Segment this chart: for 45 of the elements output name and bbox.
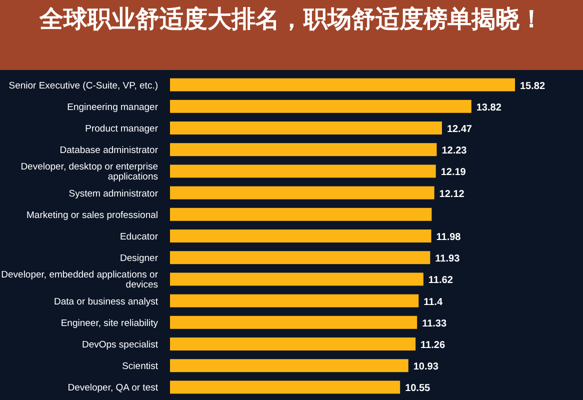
- data-label: 11.33: [422, 318, 447, 330]
- data-label: 13.82: [476, 102, 502, 114]
- bar: [170, 78, 515, 92]
- y-tick-label: Product manager: [85, 124, 158, 134]
- bar: [170, 338, 416, 350]
- bar: [170, 143, 437, 156]
- data-label: 11.26: [420, 340, 446, 351]
- data-label: 11.4: [424, 296, 443, 308]
- bar: [170, 100, 472, 113]
- y-tick-label: Marketing or sales professional: [26, 210, 158, 221]
- data-label: 10.93: [413, 362, 439, 373]
- y-tick-label: Engineering manager: [67, 102, 158, 113]
- bar: [170, 272, 424, 286]
- data-label: 11.62: [428, 275, 454, 286]
- bar: [170, 316, 418, 329]
- y-tick-label: Educator: [120, 232, 158, 242]
- data-label: 11.93: [435, 254, 460, 265]
- bar: [170, 186, 434, 200]
- y-tick-label: Developer, desktop or enterprise applications: [20, 162, 158, 183]
- data-label: 11.98: [436, 232, 462, 243]
- bar: [170, 208, 432, 221]
- bar: [170, 294, 419, 308]
- data-label: 12.47: [446, 124, 472, 135]
- bar: [170, 164, 436, 178]
- bar: [170, 230, 432, 242]
- bar: [170, 359, 408, 372]
- data-label: 12.12: [439, 188, 465, 200]
- y-tick-label: Database administrator: [60, 145, 158, 156]
- y-tick-label: DevOps specialist: [82, 340, 158, 350]
- y-tick-label: Engineer, site reliability: [60, 318, 158, 329]
- data-label: 15.82: [520, 80, 546, 92]
- data-label: 12.19: [440, 167, 466, 178]
- bar: [170, 251, 430, 264]
- y-tick-label: Scientist: [122, 361, 158, 372]
- y-tick-label: Developer, embedded applications or devices: [1, 270, 158, 291]
- bar: [170, 122, 442, 134]
- y-tick-label: Senior Executive (C-Suite, VP, etc.): [8, 80, 158, 92]
- y-tick-label: Data or business analyst: [54, 296, 158, 308]
- y-tick-label: Developer, QA or test: [68, 382, 158, 394]
- chart-title: 全球职业舒适度大排名，职场舒适度榜单揭晓！: [38, 5, 544, 35]
- y-tick-label: Designer: [120, 253, 158, 264]
- data-label: 10.55: [405, 383, 431, 394]
- bar: [170, 380, 400, 394]
- data-label: 12.23: [442, 146, 468, 157]
- y-tick-label: System administrator: [68, 188, 158, 200]
